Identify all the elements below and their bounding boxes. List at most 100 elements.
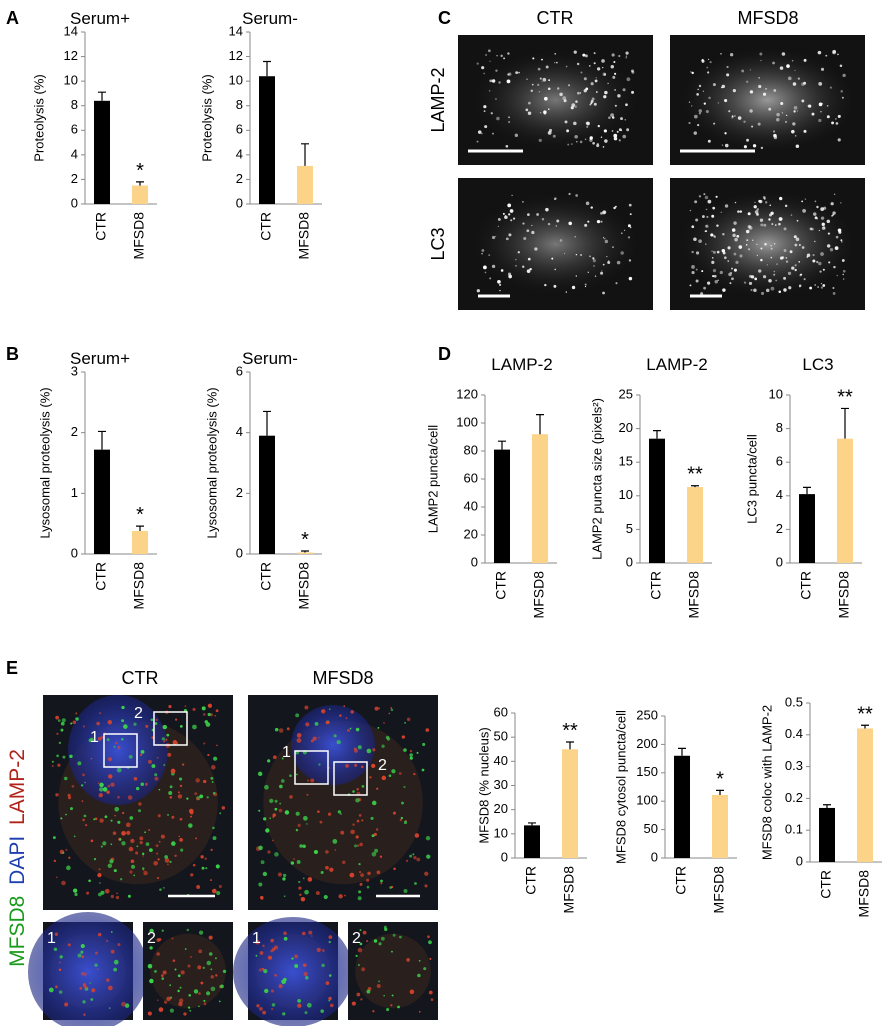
punctum [163,763,166,766]
punctum [600,220,603,223]
punctum [213,756,218,761]
punctum [336,739,341,745]
punctum [545,207,549,212]
bar [494,449,510,563]
punctum [582,53,586,57]
punctum [754,201,756,204]
punctum [375,828,379,831]
punctum [491,79,496,83]
punctum [53,947,58,951]
punctum [100,845,103,848]
punctum [318,736,320,739]
punctum [512,217,516,220]
punctum [139,753,143,756]
punctum [573,121,577,126]
error-bar [301,550,309,553]
punctum [754,210,759,214]
punctum [356,788,359,791]
punctum [174,854,177,857]
punctum [136,786,140,791]
punctum [783,276,787,280]
punctum [760,223,764,227]
punctum [793,105,798,110]
punctum [620,117,623,121]
punctum [90,839,94,843]
punctum [807,104,812,108]
image-column-label: MFSD8 [312,668,373,688]
punctum [511,194,513,197]
punctum [263,969,268,974]
punctum [793,235,797,239]
punctum [202,713,206,716]
y-tick-label: 25 [619,386,633,401]
punctum [104,815,108,819]
punctum [296,738,302,743]
bar [649,438,665,563]
punctum [613,61,616,64]
punctum [286,727,290,731]
punctum [748,248,751,251]
punctum [332,839,338,844]
punctum [383,721,385,724]
punctum [826,105,829,107]
punctum [614,72,617,75]
punctum [167,813,169,816]
punctum [733,221,737,225]
nucleus [68,695,168,805]
punctum [418,1010,421,1013]
punctum [724,98,728,103]
punctum [127,894,131,898]
punctum [177,794,183,799]
punctum [555,61,558,64]
punctum [171,815,175,819]
punctum [690,71,692,73]
punctum [602,66,604,69]
punctum [129,870,133,874]
punctum [294,964,299,968]
punctum [299,893,302,896]
punctum [256,1004,260,1008]
punctum [778,290,781,294]
y-tick-label: 100 [636,793,658,808]
punctum [587,271,589,273]
punctum [612,246,614,248]
punctum [737,210,740,213]
punctum [508,121,511,124]
punctum [713,235,717,239]
punctum [291,957,294,960]
punctum [177,791,180,794]
punctum [625,51,629,55]
punctum [625,56,628,59]
punctum [714,280,718,284]
punctum [418,959,421,962]
y-tick-label: 60 [494,704,508,719]
punctum [138,802,142,806]
y-tick-label: 8 [776,420,783,435]
bar [132,185,148,204]
punctum [133,874,136,877]
punctum [613,136,618,141]
punctum [741,69,745,73]
punctum [477,130,482,134]
punctum [620,251,624,255]
punctum [760,258,763,262]
punctum [369,776,372,779]
punctum [489,79,493,83]
punctum [579,92,582,94]
punctum [359,842,363,847]
punctum [222,969,227,974]
punctum [818,261,822,266]
punctum [800,273,803,276]
punctum [259,951,264,955]
punctum [154,776,159,781]
punctum [842,273,844,276]
punctum [392,933,396,937]
punctum [147,963,153,969]
punctum [107,985,113,991]
punctum [693,114,698,119]
punctum [745,229,750,234]
bar [562,749,578,858]
punctum [584,283,587,286]
punctum [776,112,780,117]
punctum [758,269,762,273]
